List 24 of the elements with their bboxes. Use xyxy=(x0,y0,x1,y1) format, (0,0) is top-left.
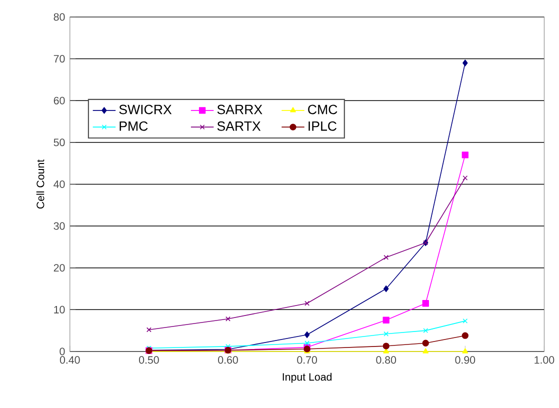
y-tick-label: 80 xyxy=(54,13,65,21)
y-tick-label: 20 xyxy=(54,264,65,272)
legend-label: SARRX xyxy=(217,104,262,114)
y-tick-label: 40 xyxy=(54,180,65,188)
y-axis-title: Cell Count xyxy=(36,159,44,208)
x-tick-label: 0.40 xyxy=(60,356,80,364)
x-tick-label: 0.90 xyxy=(455,356,476,364)
legend-label: SARTX xyxy=(217,121,261,131)
y-tick-label: 60 xyxy=(54,96,65,104)
x-tick-label: 0.80 xyxy=(376,356,396,364)
legend-label: CMC xyxy=(308,104,338,114)
x-tick-label: 0.60 xyxy=(218,356,238,364)
y-tick-label: 30 xyxy=(54,222,65,230)
y-tick-label: 10 xyxy=(54,306,65,314)
x-tick-label: 1.00 xyxy=(534,356,554,364)
y-tick-label: 50 xyxy=(54,138,65,146)
x-tick-label: 0.70 xyxy=(297,356,318,364)
legend-label: IPLC xyxy=(308,121,337,131)
y-tick-label: 70 xyxy=(54,54,65,62)
x-tick-label: 0.50 xyxy=(139,356,159,364)
y-tick-label: 0 xyxy=(60,348,65,356)
x-axis-title: Input Load xyxy=(282,372,332,383)
legend-label: SWICRX xyxy=(119,104,172,114)
legend-label: PMC xyxy=(120,121,148,131)
